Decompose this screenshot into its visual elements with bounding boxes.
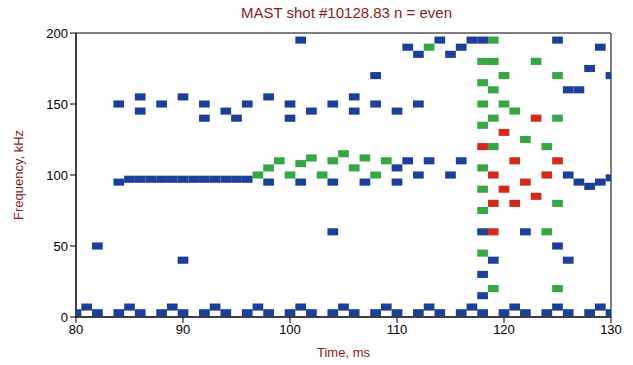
svg-text:Frequency, kHz: Frequency, kHz bbox=[11, 130, 26, 220]
svg-text:150: 150 bbox=[46, 97, 68, 112]
svg-text:50: 50 bbox=[54, 239, 68, 254]
svg-text:130: 130 bbox=[600, 322, 622, 337]
svg-text:100: 100 bbox=[46, 168, 68, 183]
svg-text:0: 0 bbox=[61, 310, 68, 325]
svg-text:120: 120 bbox=[493, 322, 515, 337]
svg-text:100: 100 bbox=[279, 322, 301, 337]
svg-text:110: 110 bbox=[387, 322, 408, 337]
html-text:MAST shot #10128.83 n = even: MAST shot #10128.83 n = even bbox=[240, 4, 453, 21]
svg-text:Time, ms: Time, ms bbox=[317, 345, 370, 360]
svg-text:200: 200 bbox=[46, 26, 68, 41]
svg-text:90: 90 bbox=[176, 322, 190, 337]
svg-text:80: 80 bbox=[69, 322, 83, 337]
